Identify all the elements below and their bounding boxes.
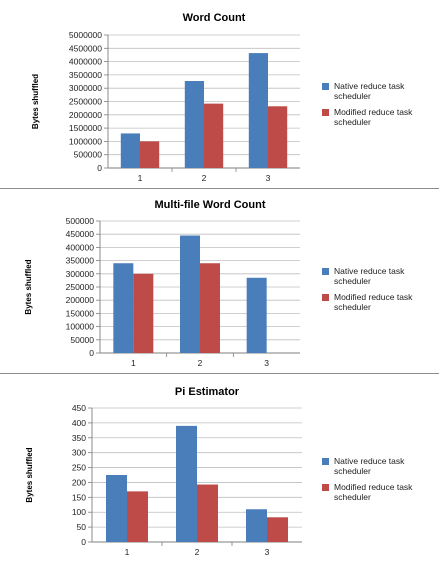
legend-swatch-modified bbox=[322, 294, 329, 301]
y-tick-label: 0 bbox=[81, 537, 86, 547]
y-tick-label: 450 bbox=[72, 403, 86, 413]
bar-modified-3 bbox=[268, 106, 288, 168]
y-tick-label: 100000 bbox=[66, 322, 95, 332]
bar-modified-2 bbox=[200, 263, 220, 353]
y-tick-label: 1000000 bbox=[69, 136, 102, 146]
y-tick-label: 300 bbox=[72, 448, 86, 458]
bar-native-2 bbox=[180, 235, 200, 353]
x-category-label: 1 bbox=[131, 358, 136, 368]
y-tick-label: 500000 bbox=[66, 216, 95, 226]
multi-file-word-count-chart: 0500001000001500002000002500003000003500… bbox=[24, 199, 413, 368]
legend-label-native: Native reduce task bbox=[334, 81, 405, 91]
y-tick-label: 200000 bbox=[66, 295, 95, 305]
chart-panel-multi-file-word-count: 0 50000 100000 150000 200000 250000 300000 3500… bbox=[0, 189, 439, 373]
legend-label-modified: scheduler bbox=[334, 492, 371, 502]
legend-label-modified: Modified reduce task bbox=[334, 107, 413, 117]
y-tick-label: 0 bbox=[97, 163, 102, 173]
legend-swatch-native bbox=[322, 83, 329, 90]
x-category-label: 3 bbox=[266, 173, 271, 183]
y-tick-label: 400 bbox=[72, 418, 86, 428]
y-tick-label: 200 bbox=[72, 477, 86, 487]
bar-modified-2 bbox=[204, 103, 224, 168]
y-tick-label: 50000 bbox=[70, 335, 94, 345]
y-tick-label: 400000 bbox=[66, 242, 95, 252]
legend-label-modified: Modified reduce task bbox=[334, 292, 413, 302]
chart-title: Multi-file Word Count bbox=[155, 199, 266, 211]
y-tick-label: 350000 bbox=[66, 256, 95, 266]
legend-label-native: Native reduce task bbox=[334, 456, 405, 466]
y-tick-label: 1500000 bbox=[69, 123, 102, 133]
y-tick-label: 50 bbox=[77, 522, 87, 532]
legend-label-native: scheduler bbox=[334, 276, 371, 286]
x-category-label: 2 bbox=[195, 547, 200, 557]
y-tick-label: 4000000 bbox=[69, 57, 102, 67]
x-category-label: 3 bbox=[264, 358, 269, 368]
chart-panel-pi-estimator: 0 50 100 150 200 250 300 350 400 450 1 2 3 Pi Estimat… bbox=[0, 374, 439, 564]
bar-native-3 bbox=[246, 277, 267, 353]
y-axis-label: Bytes shuffled bbox=[24, 259, 33, 314]
bar-native-1 bbox=[113, 263, 134, 353]
word-count-chart: 0 500000 1000000 1500000 2000000 2500000 30000… bbox=[31, 12, 413, 183]
y-tick-label: 150000 bbox=[66, 308, 95, 318]
legend-label-native: scheduler bbox=[334, 91, 371, 101]
legend-label-native: scheduler bbox=[334, 466, 371, 476]
y-tick-label: 3000000 bbox=[69, 83, 102, 93]
y-tick-label: 300000 bbox=[66, 269, 95, 279]
y-tick-label: 2000000 bbox=[69, 110, 102, 120]
bar-modified-1 bbox=[133, 273, 154, 353]
y-tick-label: 3500000 bbox=[69, 70, 102, 80]
legend-label-modified: Modified reduce task bbox=[334, 482, 413, 492]
y-tick-label: 500000 bbox=[74, 150, 103, 160]
bar-native-2 bbox=[184, 81, 204, 168]
chart-title: Word Count bbox=[183, 12, 246, 24]
legend-label-native: Native reduce task bbox=[334, 266, 405, 276]
y-tick-label: 100 bbox=[72, 507, 86, 517]
legend-label-modified: scheduler bbox=[334, 117, 371, 127]
bar-native-1 bbox=[120, 133, 140, 168]
bar-modified-1 bbox=[140, 141, 160, 168]
x-category-label: 2 bbox=[202, 173, 207, 183]
bar-modified-3 bbox=[267, 517, 288, 542]
x-category-label: 2 bbox=[198, 358, 203, 368]
y-tick-label: 250 bbox=[72, 463, 86, 473]
bar-native-1 bbox=[106, 475, 127, 542]
y-tick-label: 450000 bbox=[66, 229, 95, 239]
legend-swatch-native bbox=[322, 268, 329, 275]
x-category-label: 3 bbox=[265, 547, 270, 557]
chart-title: Pi Estimator bbox=[175, 386, 240, 398]
y-tick-label: 4500000 bbox=[69, 43, 102, 53]
y-tick-label: 2500000 bbox=[69, 97, 102, 107]
legend-swatch-modified bbox=[322, 484, 329, 491]
y-tick-label: 250000 bbox=[66, 282, 95, 292]
legend-label-modified: scheduler bbox=[334, 302, 371, 312]
pi-estimator-chart: 0 50 100 150 200 250 300 350 400 450 1 2 3 Pi Estimat… bbox=[25, 386, 413, 557]
y-tick-label: 0 bbox=[89, 348, 94, 358]
chart-panel-word-count: 0 500000 1000000 1500000 2000000 2500000 30000… bbox=[0, 0, 439, 188]
x-category-label: 1 bbox=[138, 173, 143, 183]
legend-swatch-modified bbox=[322, 109, 329, 116]
bar-native-3 bbox=[246, 509, 267, 542]
bar-modified-1 bbox=[127, 491, 148, 542]
bar-native-3 bbox=[248, 53, 268, 169]
bar-modified-2 bbox=[197, 484, 218, 542]
y-tick-label: 150 bbox=[72, 492, 86, 502]
panel-divider bbox=[0, 188, 439, 189]
x-category-label: 1 bbox=[125, 547, 130, 557]
y-axis-label: Bytes shuffled bbox=[25, 447, 34, 502]
y-tick-label: 350 bbox=[72, 433, 86, 443]
y-axis-label: Bytes shuffled bbox=[31, 74, 40, 129]
y-tick-label: 5000000 bbox=[69, 30, 102, 40]
panel-divider bbox=[0, 373, 439, 374]
legend-swatch-native bbox=[322, 458, 329, 465]
bar-native-2 bbox=[176, 425, 197, 542]
